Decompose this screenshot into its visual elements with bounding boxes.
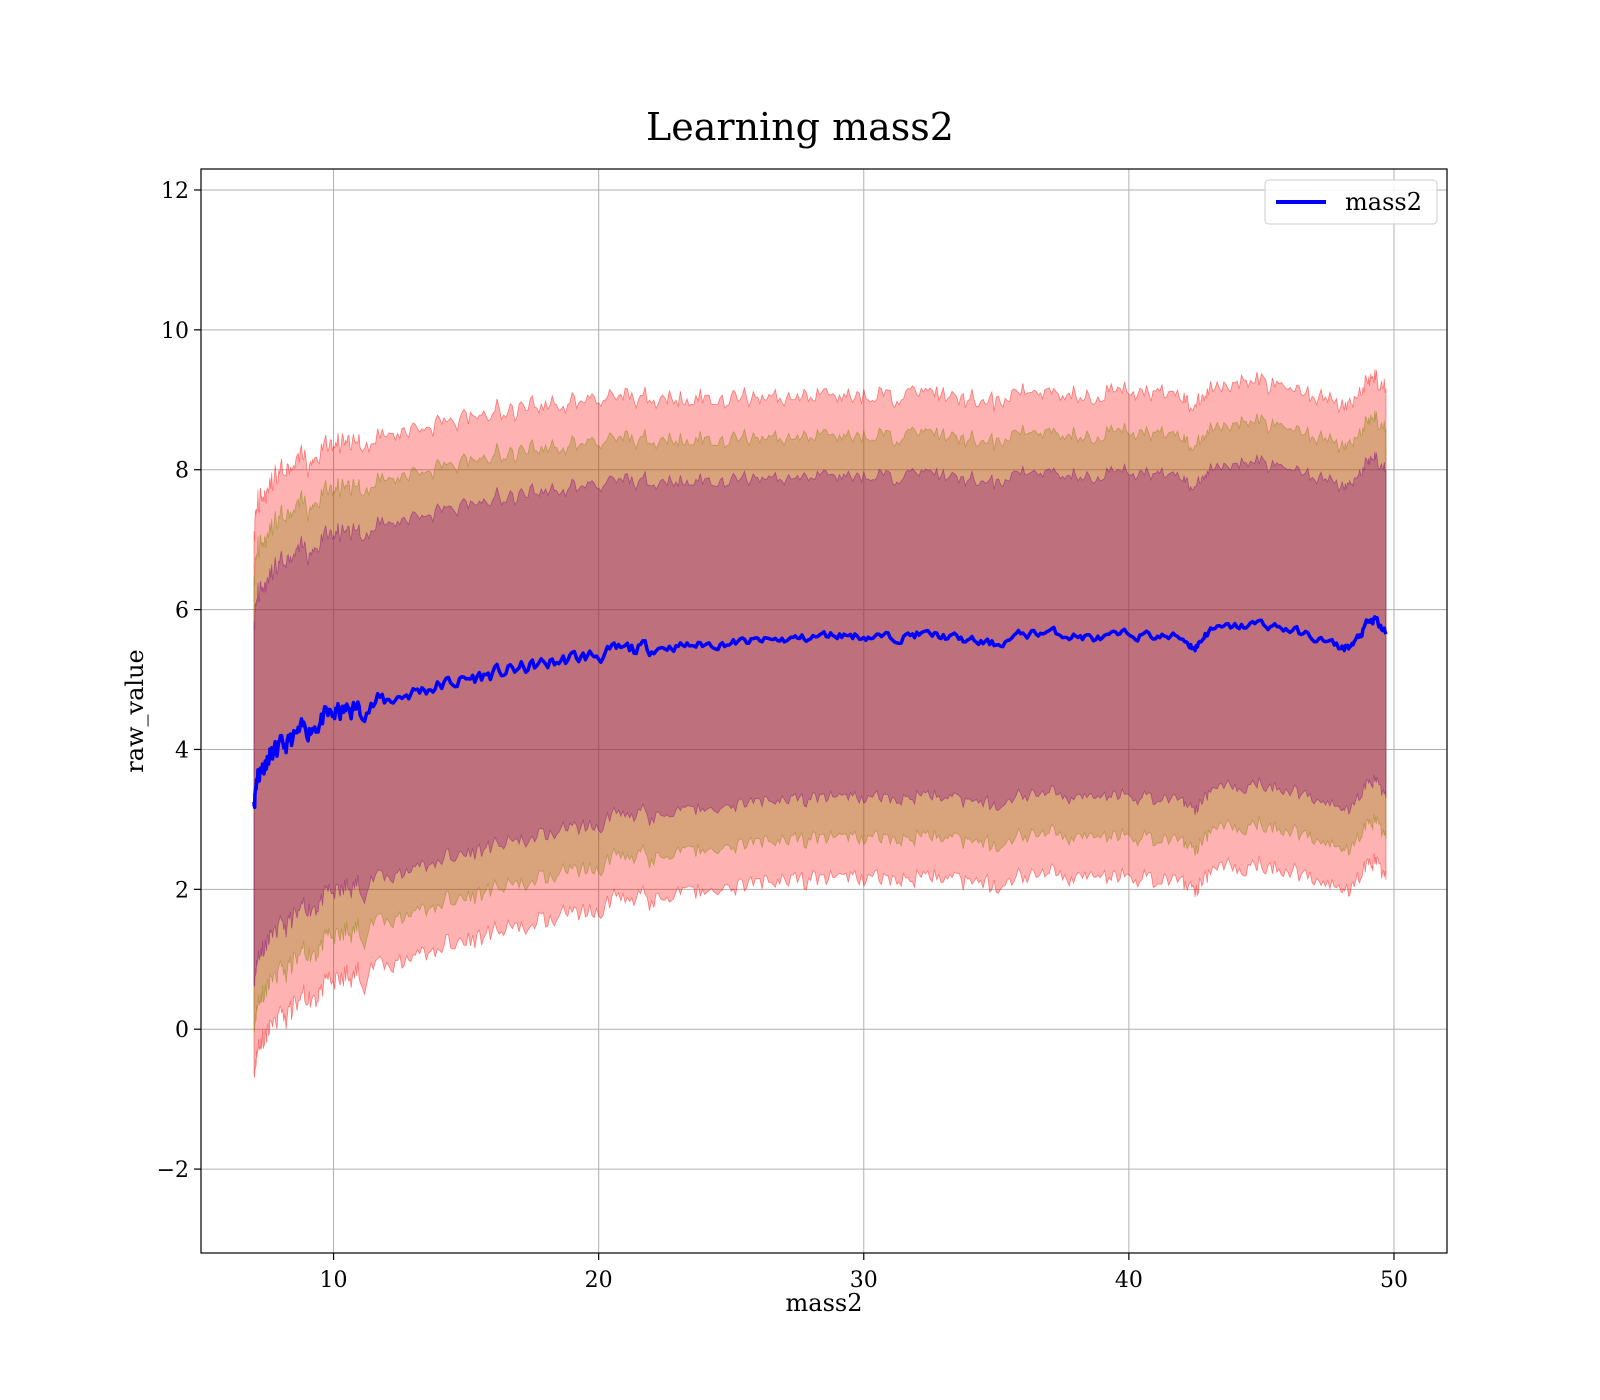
- y-tick-label-4: 6: [175, 599, 189, 624]
- y-tick-label-0: −2: [157, 1158, 189, 1183]
- chart-title: Learning mass2: [646, 105, 954, 149]
- y-tick-label-5: 8: [175, 459, 189, 484]
- series-lines: [252, 615, 1388, 810]
- legend: mass2: [1264, 179, 1438, 225]
- y-tick-label-1: 0: [175, 1018, 189, 1043]
- series-line-mass2: [252, 615, 1388, 810]
- band-1: [253, 410, 1387, 1033]
- band-2: [253, 451, 1387, 987]
- bands: [253, 369, 1387, 1078]
- x-tick-label-0: 10: [320, 1268, 348, 1293]
- x-axis-label: mass2: [786, 1289, 863, 1317]
- y-tick-label-3: 4: [175, 738, 189, 763]
- y-tick-label-2: 2: [175, 878, 189, 903]
- y-tick-label-6: 10: [161, 319, 189, 344]
- x-tick-label-1: 20: [585, 1268, 613, 1293]
- y-tick-label-7: 12: [161, 179, 189, 204]
- x-ticks: 10 20 30 40 50: [320, 1253, 1408, 1293]
- x-tick-label-2: 30: [850, 1268, 878, 1293]
- legend-box: [1264, 179, 1438, 225]
- grid: [201, 169, 1447, 1253]
- x-tick-label-4: 50: [1380, 1268, 1408, 1293]
- legend-entry-mass2: mass2: [1345, 188, 1422, 216]
- plot-frame: [200, 168, 1448, 1254]
- y-ticks: −2 0 2 4 6 8 10 12: [157, 179, 201, 1183]
- band-0: [253, 369, 1387, 1078]
- y-axis-label: raw_value: [121, 649, 149, 773]
- x-tick-label-3: 40: [1115, 1268, 1143, 1293]
